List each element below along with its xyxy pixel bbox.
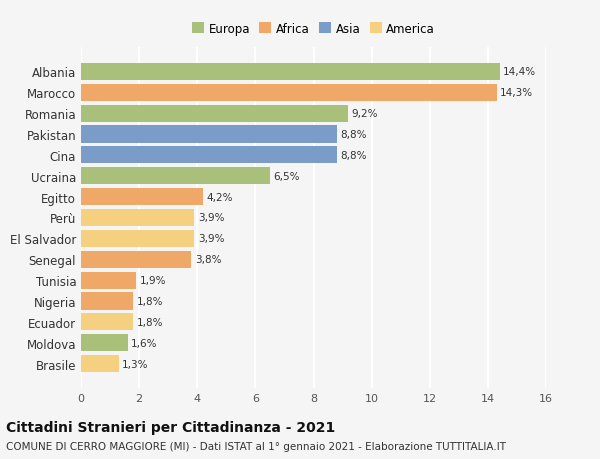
Text: 3,9%: 3,9% — [198, 213, 224, 223]
Bar — [81, 126, 337, 143]
Text: 1,3%: 1,3% — [122, 359, 149, 369]
Bar — [81, 335, 128, 352]
Bar — [81, 84, 497, 101]
Text: 1,9%: 1,9% — [140, 275, 166, 285]
Bar — [81, 64, 499, 81]
Text: 8,8%: 8,8% — [340, 130, 367, 140]
Text: 1,8%: 1,8% — [137, 297, 163, 306]
Text: 8,8%: 8,8% — [340, 151, 367, 161]
Text: 4,2%: 4,2% — [206, 192, 233, 202]
Text: 6,5%: 6,5% — [274, 171, 300, 181]
Text: 9,2%: 9,2% — [352, 109, 379, 119]
Text: 3,8%: 3,8% — [195, 255, 221, 265]
Bar — [81, 251, 191, 268]
Text: COMUNE DI CERRO MAGGIORE (MI) - Dati ISTAT al 1° gennaio 2021 - Elaborazione TUT: COMUNE DI CERRO MAGGIORE (MI) - Dati IST… — [6, 441, 506, 451]
Text: 3,9%: 3,9% — [198, 234, 224, 244]
Text: 1,6%: 1,6% — [131, 338, 157, 348]
Bar — [81, 355, 119, 372]
Bar — [81, 147, 337, 164]
Bar — [81, 230, 194, 247]
Bar — [81, 272, 136, 289]
Bar — [81, 313, 133, 331]
Bar — [81, 293, 133, 310]
Text: 14,3%: 14,3% — [500, 88, 533, 98]
Bar — [81, 189, 203, 206]
Text: 1,8%: 1,8% — [137, 317, 163, 327]
Bar — [81, 168, 270, 185]
Bar — [81, 209, 194, 227]
Text: 14,4%: 14,4% — [503, 67, 536, 77]
Text: Cittadini Stranieri per Cittadinanza - 2021: Cittadini Stranieri per Cittadinanza - 2… — [6, 420, 335, 434]
Bar — [81, 105, 349, 123]
Legend: Europa, Africa, Asia, America: Europa, Africa, Asia, America — [190, 20, 437, 38]
